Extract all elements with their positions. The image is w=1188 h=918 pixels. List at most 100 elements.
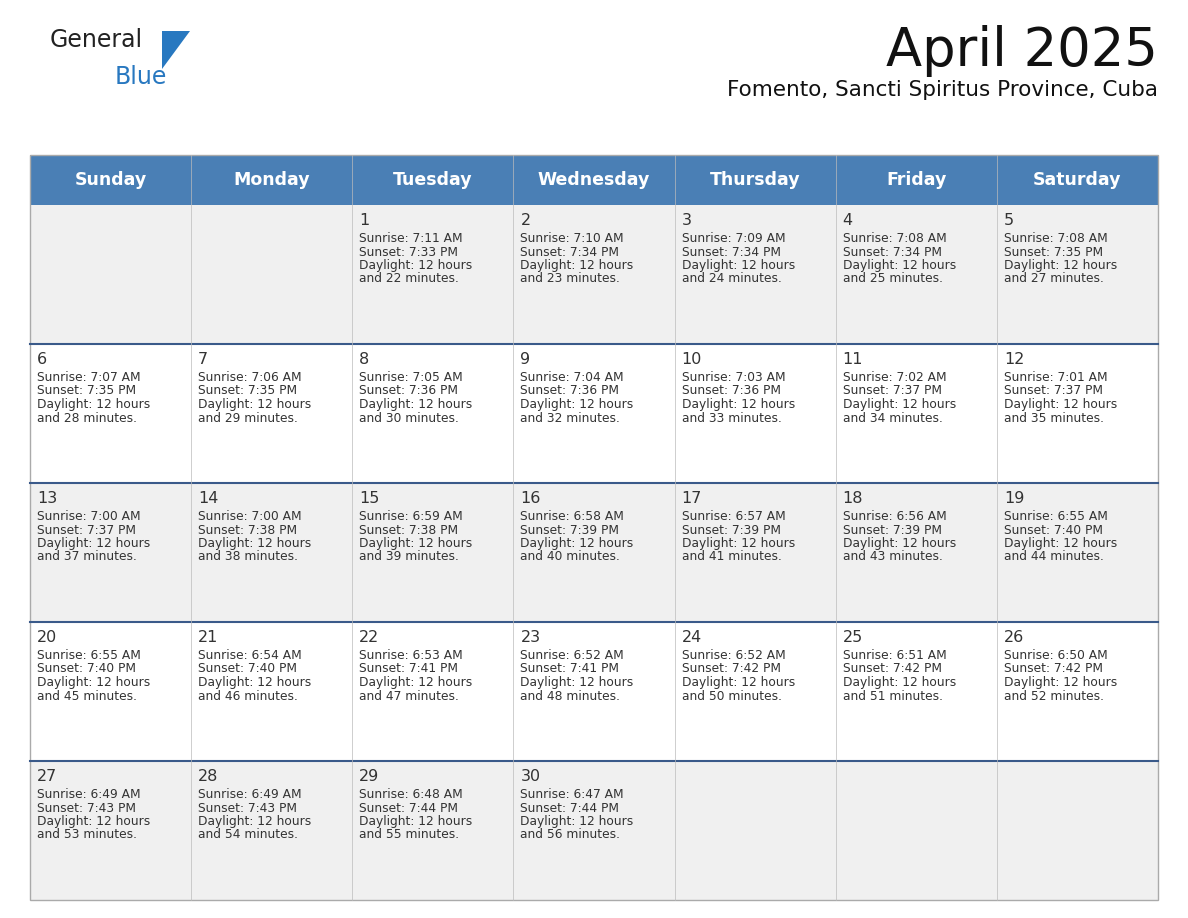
- Text: Daylight: 12 hours: Daylight: 12 hours: [198, 537, 311, 550]
- Text: Sunday: Sunday: [75, 171, 146, 189]
- Text: Daylight: 12 hours: Daylight: 12 hours: [359, 398, 473, 411]
- Bar: [513, 344, 675, 483]
- Text: Sunset: 7:35 PM: Sunset: 7:35 PM: [198, 385, 297, 397]
- Text: Monday: Monday: [233, 171, 310, 189]
- Text: Sunrise: 6:48 AM: Sunrise: 6:48 AM: [359, 788, 463, 801]
- Text: Daylight: 12 hours: Daylight: 12 hours: [359, 259, 473, 272]
- Bar: [191, 205, 353, 344]
- Text: 16: 16: [520, 491, 541, 506]
- Text: Daylight: 12 hours: Daylight: 12 hours: [682, 676, 795, 689]
- Bar: [675, 344, 835, 483]
- Bar: [191, 483, 353, 622]
- Bar: [353, 205, 513, 344]
- Text: 7: 7: [198, 352, 208, 367]
- Text: Daylight: 12 hours: Daylight: 12 hours: [842, 676, 956, 689]
- Text: Sunrise: 7:02 AM: Sunrise: 7:02 AM: [842, 371, 947, 384]
- Text: Sunrise: 6:56 AM: Sunrise: 6:56 AM: [842, 510, 947, 523]
- Text: Daylight: 12 hours: Daylight: 12 hours: [842, 537, 956, 550]
- Text: 12: 12: [1004, 352, 1024, 367]
- Text: Sunrise: 6:54 AM: Sunrise: 6:54 AM: [198, 649, 302, 662]
- Text: Daylight: 12 hours: Daylight: 12 hours: [520, 398, 633, 411]
- Text: and 30 minutes.: and 30 minutes.: [359, 411, 459, 424]
- Bar: [353, 483, 513, 622]
- Text: and 34 minutes.: and 34 minutes.: [842, 411, 942, 424]
- Text: 10: 10: [682, 352, 702, 367]
- Bar: [675, 155, 835, 205]
- Text: Sunrise: 6:52 AM: Sunrise: 6:52 AM: [520, 649, 624, 662]
- Text: Daylight: 12 hours: Daylight: 12 hours: [682, 259, 795, 272]
- Bar: [30, 483, 191, 622]
- Bar: [513, 622, 675, 761]
- Text: Daylight: 12 hours: Daylight: 12 hours: [198, 815, 311, 828]
- Text: Daylight: 12 hours: Daylight: 12 hours: [682, 398, 795, 411]
- Text: and 38 minutes.: and 38 minutes.: [198, 551, 298, 564]
- Text: Daylight: 12 hours: Daylight: 12 hours: [1004, 259, 1117, 272]
- Bar: [353, 761, 513, 900]
- Text: Sunset: 7:37 PM: Sunset: 7:37 PM: [842, 385, 942, 397]
- Text: Sunset: 7:34 PM: Sunset: 7:34 PM: [682, 245, 781, 259]
- Bar: [997, 761, 1158, 900]
- Text: and 37 minutes.: and 37 minutes.: [37, 551, 137, 564]
- Text: Daylight: 12 hours: Daylight: 12 hours: [682, 537, 795, 550]
- Text: Daylight: 12 hours: Daylight: 12 hours: [37, 398, 150, 411]
- Text: Sunset: 7:38 PM: Sunset: 7:38 PM: [359, 523, 459, 536]
- Bar: [835, 622, 997, 761]
- Text: Sunset: 7:42 PM: Sunset: 7:42 PM: [842, 663, 942, 676]
- Text: Sunrise: 7:08 AM: Sunrise: 7:08 AM: [1004, 232, 1107, 245]
- Text: Sunrise: 6:50 AM: Sunrise: 6:50 AM: [1004, 649, 1107, 662]
- Text: 17: 17: [682, 491, 702, 506]
- Text: Sunset: 7:41 PM: Sunset: 7:41 PM: [359, 663, 459, 676]
- Bar: [675, 483, 835, 622]
- Text: Daylight: 12 hours: Daylight: 12 hours: [520, 259, 633, 272]
- Text: Daylight: 12 hours: Daylight: 12 hours: [198, 398, 311, 411]
- Text: Sunset: 7:36 PM: Sunset: 7:36 PM: [359, 385, 459, 397]
- Bar: [997, 155, 1158, 205]
- Text: Sunrise: 7:06 AM: Sunrise: 7:06 AM: [198, 371, 302, 384]
- Text: 4: 4: [842, 213, 853, 228]
- Text: 19: 19: [1004, 491, 1024, 506]
- Text: 23: 23: [520, 630, 541, 645]
- Text: Wednesday: Wednesday: [538, 171, 650, 189]
- Text: Sunset: 7:34 PM: Sunset: 7:34 PM: [842, 245, 942, 259]
- Bar: [997, 483, 1158, 622]
- Text: 8: 8: [359, 352, 369, 367]
- Text: and 54 minutes.: and 54 minutes.: [198, 829, 298, 842]
- Text: Sunset: 7:40 PM: Sunset: 7:40 PM: [37, 663, 135, 676]
- Text: Sunrise: 7:10 AM: Sunrise: 7:10 AM: [520, 232, 624, 245]
- Text: 29: 29: [359, 769, 379, 784]
- Bar: [513, 761, 675, 900]
- Text: Daylight: 12 hours: Daylight: 12 hours: [520, 815, 633, 828]
- Text: and 33 minutes.: and 33 minutes.: [682, 411, 782, 424]
- Text: 30: 30: [520, 769, 541, 784]
- Text: Sunrise: 6:49 AM: Sunrise: 6:49 AM: [198, 788, 302, 801]
- Text: Daylight: 12 hours: Daylight: 12 hours: [359, 815, 473, 828]
- Text: Sunset: 7:40 PM: Sunset: 7:40 PM: [1004, 523, 1102, 536]
- Text: 5: 5: [1004, 213, 1015, 228]
- Bar: [997, 622, 1158, 761]
- Text: Sunrise: 7:03 AM: Sunrise: 7:03 AM: [682, 371, 785, 384]
- Bar: [513, 205, 675, 344]
- Text: 11: 11: [842, 352, 864, 367]
- Text: 22: 22: [359, 630, 379, 645]
- Text: Daylight: 12 hours: Daylight: 12 hours: [842, 398, 956, 411]
- Bar: [835, 344, 997, 483]
- Text: Sunrise: 6:55 AM: Sunrise: 6:55 AM: [1004, 510, 1107, 523]
- Text: and 29 minutes.: and 29 minutes.: [198, 411, 298, 424]
- Text: Sunrise: 7:00 AM: Sunrise: 7:00 AM: [37, 510, 140, 523]
- Text: Sunrise: 7:00 AM: Sunrise: 7:00 AM: [198, 510, 302, 523]
- Text: Daylight: 12 hours: Daylight: 12 hours: [198, 676, 311, 689]
- Bar: [191, 344, 353, 483]
- Text: Sunset: 7:41 PM: Sunset: 7:41 PM: [520, 663, 619, 676]
- Polygon shape: [162, 31, 190, 69]
- Text: Sunset: 7:39 PM: Sunset: 7:39 PM: [682, 523, 781, 536]
- Bar: [191, 761, 353, 900]
- Text: Sunset: 7:35 PM: Sunset: 7:35 PM: [37, 385, 137, 397]
- Bar: [835, 483, 997, 622]
- Text: Sunrise: 7:09 AM: Sunrise: 7:09 AM: [682, 232, 785, 245]
- Text: and 50 minutes.: and 50 minutes.: [682, 689, 782, 702]
- Text: and 47 minutes.: and 47 minutes.: [359, 689, 459, 702]
- Text: Sunrise: 6:51 AM: Sunrise: 6:51 AM: [842, 649, 947, 662]
- Bar: [30, 344, 191, 483]
- Text: Sunset: 7:40 PM: Sunset: 7:40 PM: [198, 663, 297, 676]
- Text: 21: 21: [198, 630, 219, 645]
